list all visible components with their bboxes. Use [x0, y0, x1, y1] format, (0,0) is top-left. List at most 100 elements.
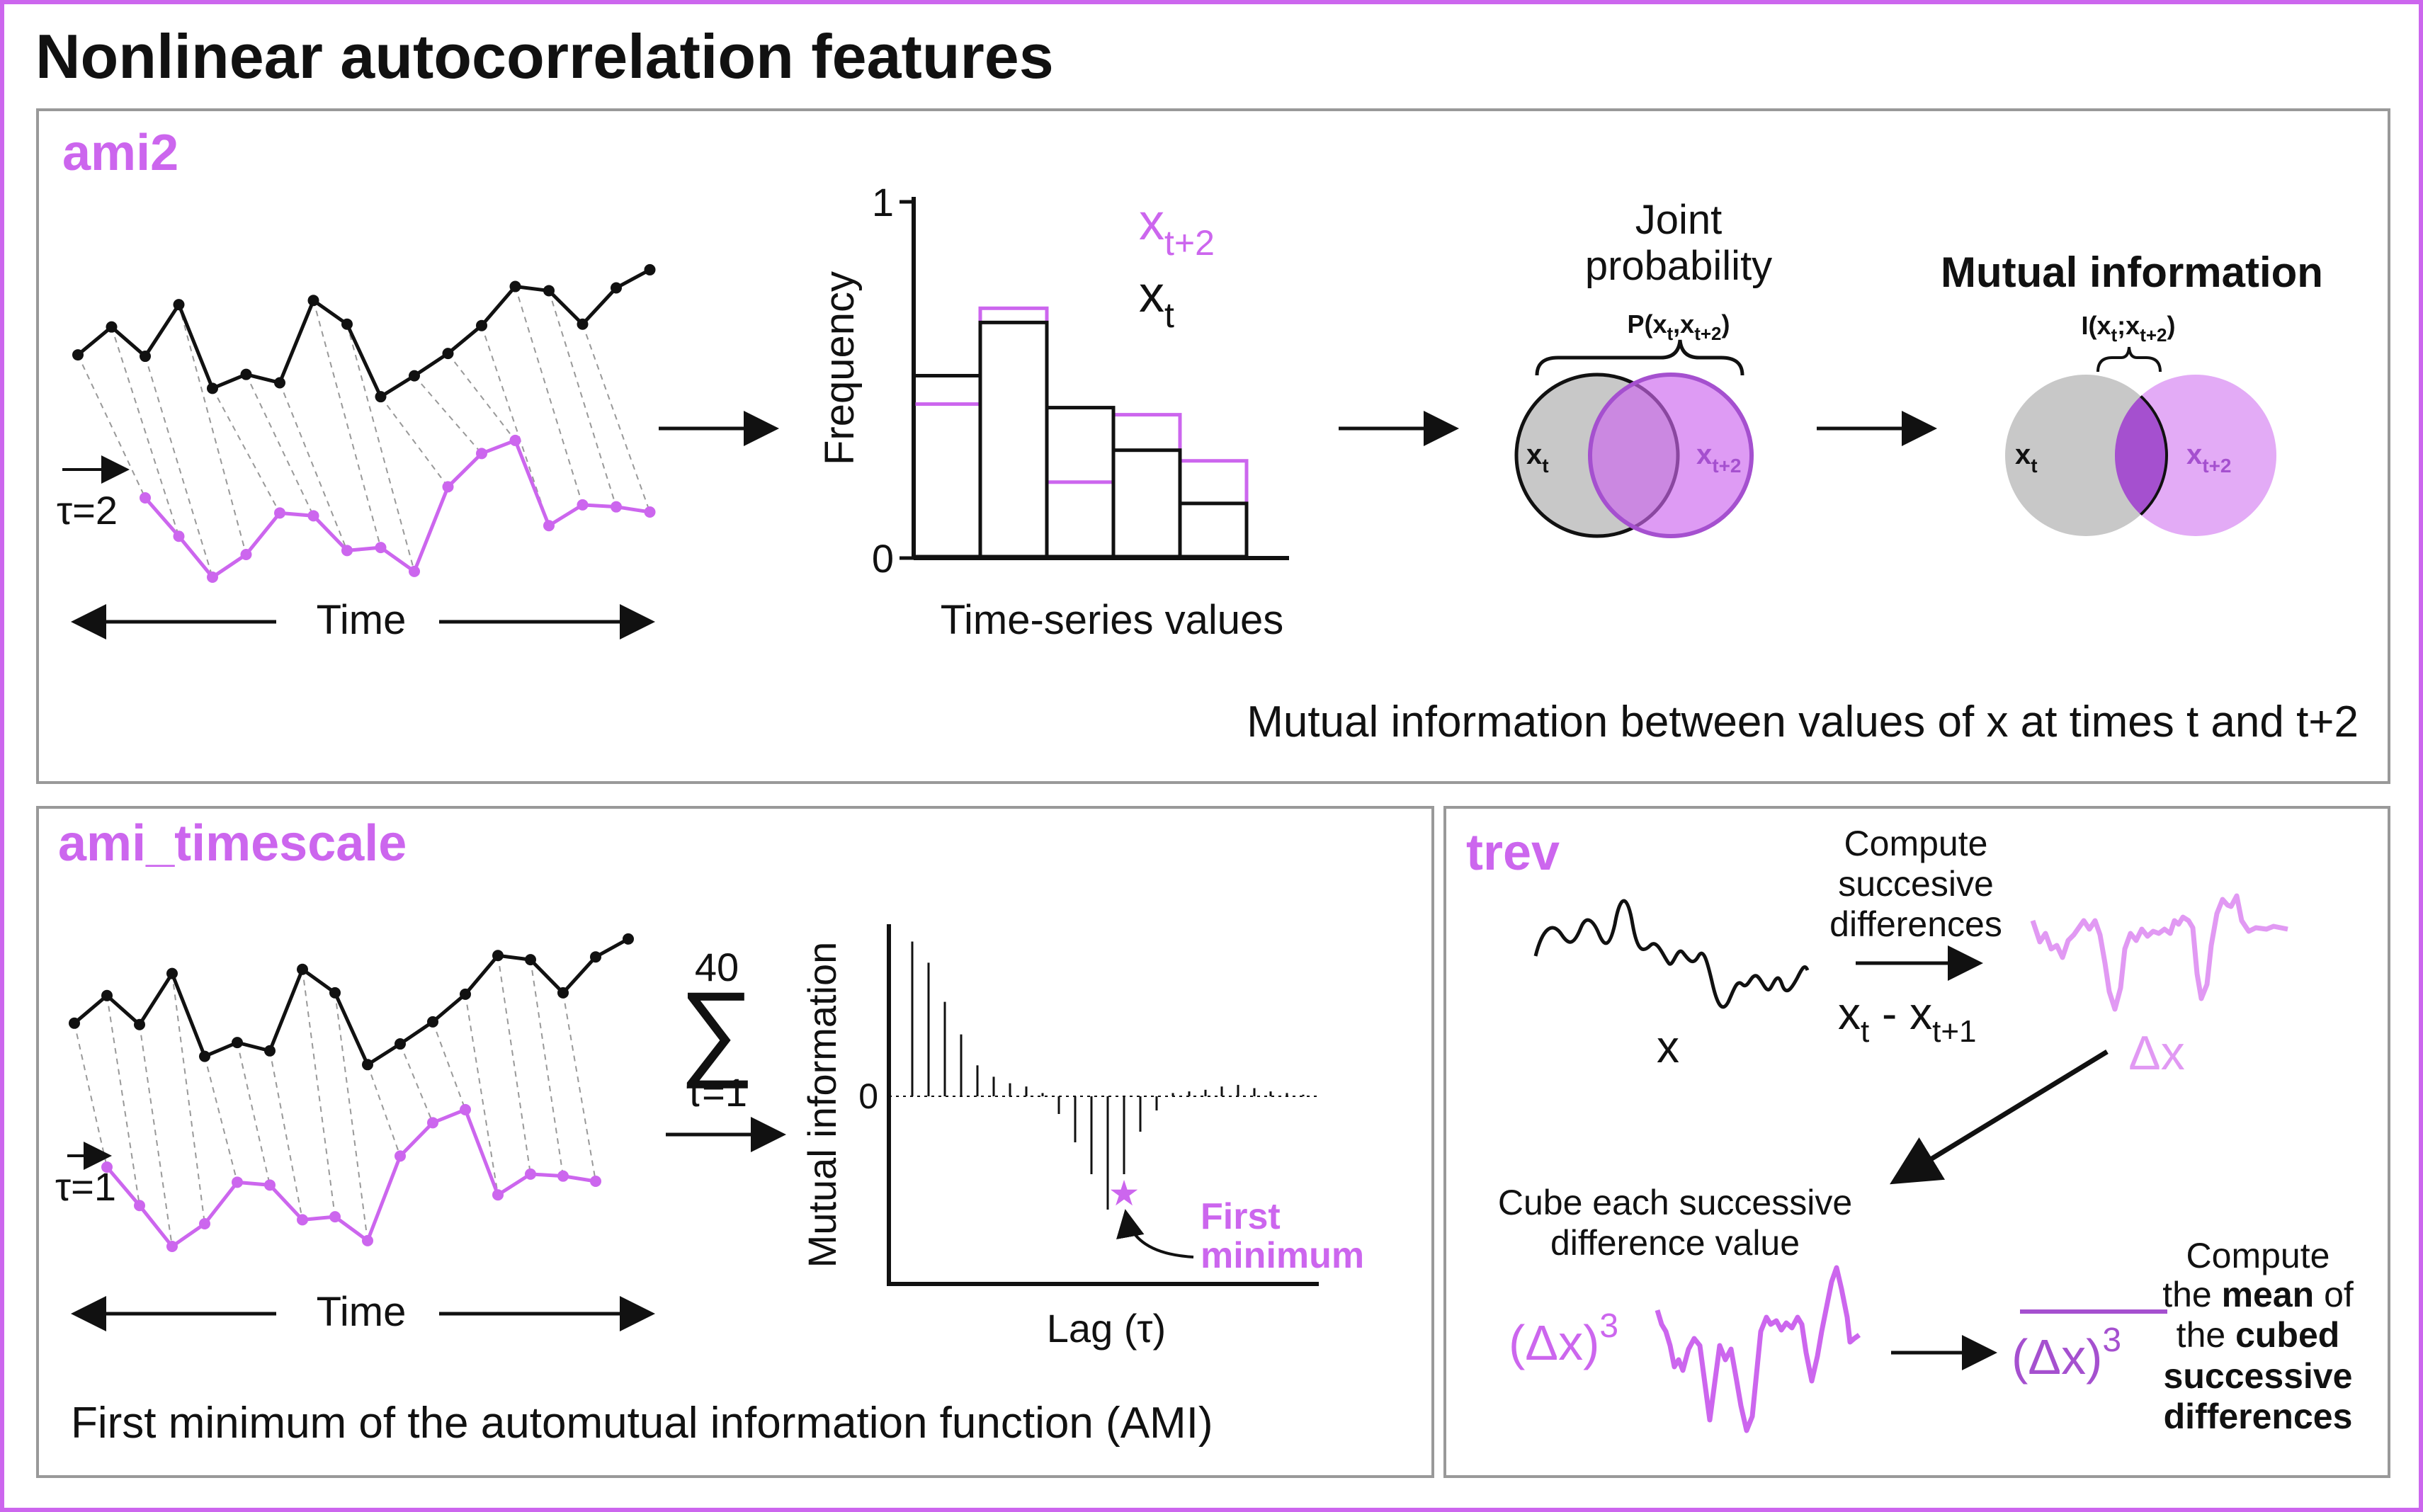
ami-plot [887, 924, 1319, 1286]
trev-signal-x [1533, 899, 1810, 1009]
series-lagged-point [577, 499, 589, 511]
joint-title-line2: probability [1585, 243, 1772, 289]
series-x-point [329, 987, 341, 999]
ami2-time-series [72, 263, 656, 583]
hist-bar-xt [1178, 501, 1249, 559]
hist-bar-xt2 [912, 402, 982, 559]
series-lagged-point [173, 530, 185, 542]
lag-connector [399, 1043, 433, 1123]
mi-right-label: xt+2 [2186, 439, 2232, 477]
series-x-point [362, 1059, 373, 1071]
trev-arrow-cube [1890, 1050, 2109, 1185]
series-lagged-point [476, 448, 487, 460]
series-lagged-point [492, 1189, 504, 1201]
series-x-point [509, 280, 521, 292]
trev-step1-line3: differences [1829, 904, 2002, 944]
trev-step2-line2: difference value [1550, 1223, 1800, 1263]
series-x-point [232, 1037, 243, 1049]
trev-step3-line1: Compute [2186, 1236, 2330, 1275]
hist-ytick-top: 1 [872, 180, 894, 224]
series-lagged-point [590, 1176, 601, 1187]
ami2-caption: Mutual information between values of x a… [1247, 698, 2359, 746]
lag-connector [581, 324, 651, 513]
series-x-point [409, 370, 420, 382]
joint-right-label: xt+2 [1696, 439, 1742, 477]
trev-step2-line1: Cube each successive [1498, 1183, 1852, 1222]
hist-legend-black: xt [1139, 266, 1174, 335]
series-x-point [577, 318, 589, 330]
hist-bar-xt [978, 320, 1049, 559]
joint-venn [1514, 373, 1754, 538]
histogram [900, 197, 1289, 560]
trev-step3-line4: successive [2164, 1356, 2353, 1396]
trev-dx-label: Δx [2128, 1026, 2184, 1080]
series-lagged-point [525, 1168, 536, 1180]
ami2-label: ami2 [62, 125, 178, 181]
trev-formula: xt - xt+1 [1838, 988, 1977, 1049]
mi-title: Mutual information [1941, 249, 2323, 296]
series-x-point [307, 295, 319, 307]
lag-connector [279, 382, 348, 551]
ami-timescale-time-label: Time [317, 1289, 407, 1335]
histogram-bars [912, 306, 1249, 559]
series-x-point [525, 954, 536, 966]
lag-connector [106, 995, 140, 1206]
lag-connector [110, 326, 180, 537]
lag-connector [302, 969, 336, 1217]
lag-connector [237, 1042, 271, 1186]
trev-step1-line2: succesive [1838, 864, 1994, 904]
hist-ytick-bottom: 0 [872, 536, 894, 581]
series-lagged-line [106, 1107, 596, 1249]
trev-step3-line3: the cubed [2177, 1315, 2340, 1355]
series-lagged-point [611, 501, 622, 513]
series-x-point [297, 963, 308, 975]
series-x-point [140, 351, 151, 363]
series-x-point [166, 967, 178, 979]
first-minimum-star: ★ [1108, 1173, 1140, 1213]
lag-connector [139, 1024, 173, 1247]
ami-timescale-time-series [69, 933, 634, 1252]
ami-timescale-tau-label: τ=1 [55, 1164, 116, 1209]
series-lagged-point [362, 1234, 373, 1246]
series-x-point [557, 987, 569, 999]
series-lagged-point [240, 549, 252, 560]
series-x-point [106, 321, 118, 333]
series-x-point [590, 951, 601, 963]
panel-ami2 [36, 108, 2390, 784]
series-x-point [69, 1017, 80, 1029]
hist-xlabel: Time-series values [941, 597, 1284, 643]
series-lagged-point [409, 565, 420, 577]
lag-connector [530, 959, 564, 1176]
series-lagged-point [509, 434, 521, 446]
mi-brace [2096, 346, 2162, 373]
series-lagged-point [557, 1170, 569, 1182]
lag-connector [447, 353, 516, 441]
series-lagged-point [329, 1211, 341, 1223]
trev-step3-line5: differences [2164, 1397, 2353, 1436]
hist-bar-xt2 [1178, 459, 1249, 559]
lag-connector [514, 286, 584, 506]
lag-connector [465, 994, 499, 1195]
series-x-point [264, 1045, 276, 1057]
lag-connector [414, 375, 482, 454]
series-x-point [72, 349, 84, 361]
series-x-point [460, 988, 471, 1000]
series-x-point [492, 950, 504, 962]
series-lagged-point [274, 507, 285, 519]
series-x-point [476, 319, 487, 331]
lag-connector [204, 1056, 238, 1183]
lag-connector [432, 1021, 466, 1110]
sum-bottom: τ=1 [686, 1070, 747, 1115]
series-x-point [341, 318, 353, 330]
series-lagged-point [375, 542, 387, 554]
series-lagged-point [297, 1214, 308, 1226]
series-x-point [101, 989, 113, 1001]
series-x-point [199, 1050, 210, 1062]
trev-cube-label: (Δx)3 [1509, 1307, 1618, 1370]
joint-title-line1: Joint [1635, 197, 1723, 243]
series-lagged-point [264, 1179, 276, 1191]
hist-bar-xt2 [1045, 480, 1116, 559]
lag-connector [77, 354, 146, 499]
series-lagged-point [395, 1150, 406, 1162]
mi-brace-label: I(xt;xt+2) [2081, 311, 2175, 346]
